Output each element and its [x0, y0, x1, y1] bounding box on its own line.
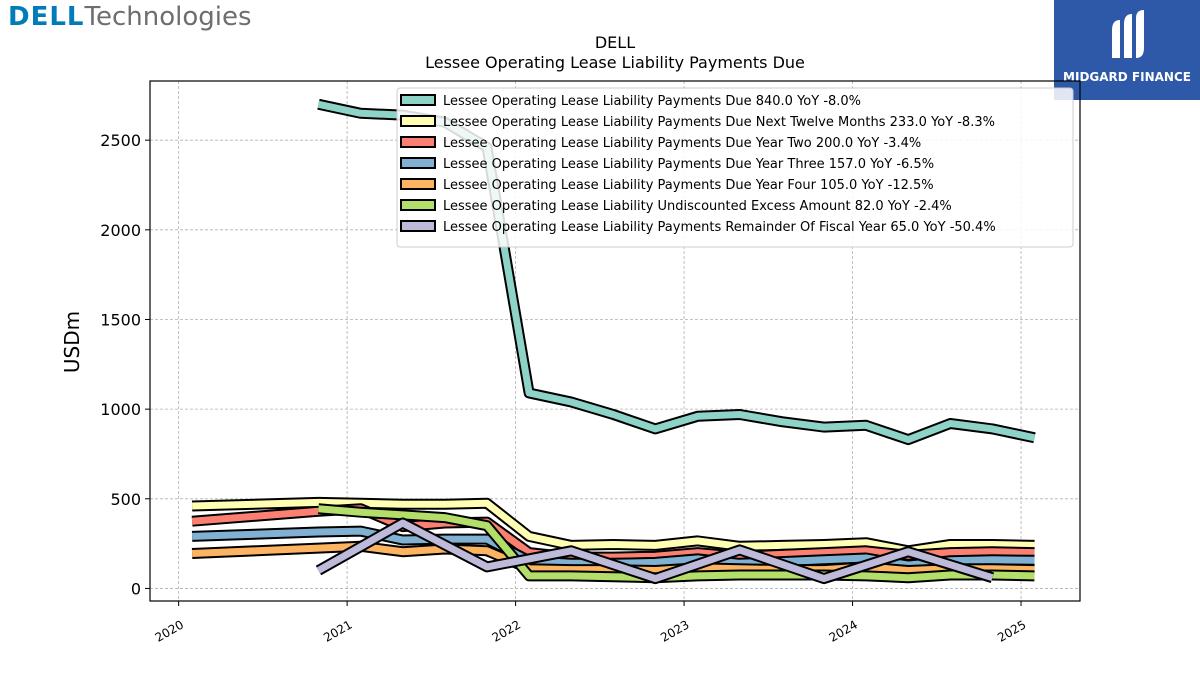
- y-tick-label: 2000: [100, 221, 141, 240]
- logo-brand: DELL: [8, 2, 85, 32]
- x-tick-label: 2025: [995, 617, 1028, 644]
- series-line-5: [191, 542, 1035, 574]
- logo-suffix: Technologies: [84, 2, 252, 32]
- legend-swatch-6: [400, 199, 436, 211]
- legend-label-1: Lessee Operating Lease Liability Payment…: [443, 94, 861, 109]
- midgard-finance-badge: MIDGARD FINANCE: [1054, 0, 1200, 100]
- y-tick-label: 1000: [100, 400, 141, 419]
- legend-label-3: Lessee Operating Lease Liability Payment…: [443, 136, 921, 151]
- legend-swatch-2: [400, 115, 436, 127]
- legend-swatch-1: [400, 94, 436, 106]
- y-tick-label: 500: [110, 490, 141, 509]
- y-tick-label: 0: [131, 579, 141, 598]
- legend: Lessee Operating Lease Liability Payment…: [396, 87, 1074, 248]
- legend-swatch-7: [400, 220, 436, 232]
- dell-technologies-logo: DELLTechnologies: [8, 2, 252, 32]
- midgard-finance-text: MIDGARD FINANCE: [1063, 70, 1191, 84]
- x-tick-label: 2022: [490, 617, 523, 644]
- x-tick-label: 2024: [827, 617, 860, 644]
- legend-swatch-3: [400, 136, 436, 148]
- x-tick-label: 2021: [321, 617, 354, 644]
- legend-swatch-4: [400, 157, 436, 169]
- plot-frame: [149, 80, 1081, 602]
- legend-swatch-5: [400, 178, 436, 190]
- series-line-7: [316, 519, 994, 583]
- legend-label-4: Lessee Operating Lease Liability Payment…: [443, 157, 934, 172]
- y-tick-label: 1500: [100, 310, 141, 329]
- chart-title: DELL: [595, 33, 635, 52]
- midgard-logo-icon: [1112, 10, 1144, 58]
- x-tick-label: 2020: [153, 617, 186, 644]
- legend-label-2: Lessee Operating Lease Liability Payment…: [443, 115, 995, 130]
- legend-label-5: Lessee Operating Lease Liability Payment…: [443, 178, 934, 193]
- series-lines: [191, 98, 1036, 585]
- legend-label-7: Lessee Operating Lease Liability Payment…: [443, 220, 996, 235]
- y-axis-label: USDm: [60, 311, 84, 373]
- legend-box: [396, 87, 1074, 248]
- legend-label-6: Lessee Operating Lease Liability Undisco…: [443, 199, 952, 214]
- x-tick-label: 2023: [658, 617, 691, 644]
- y-tick-label: 2500: [100, 131, 141, 150]
- chart-subtitle: Lessee Operating Lease Liability Payment…: [425, 53, 805, 72]
